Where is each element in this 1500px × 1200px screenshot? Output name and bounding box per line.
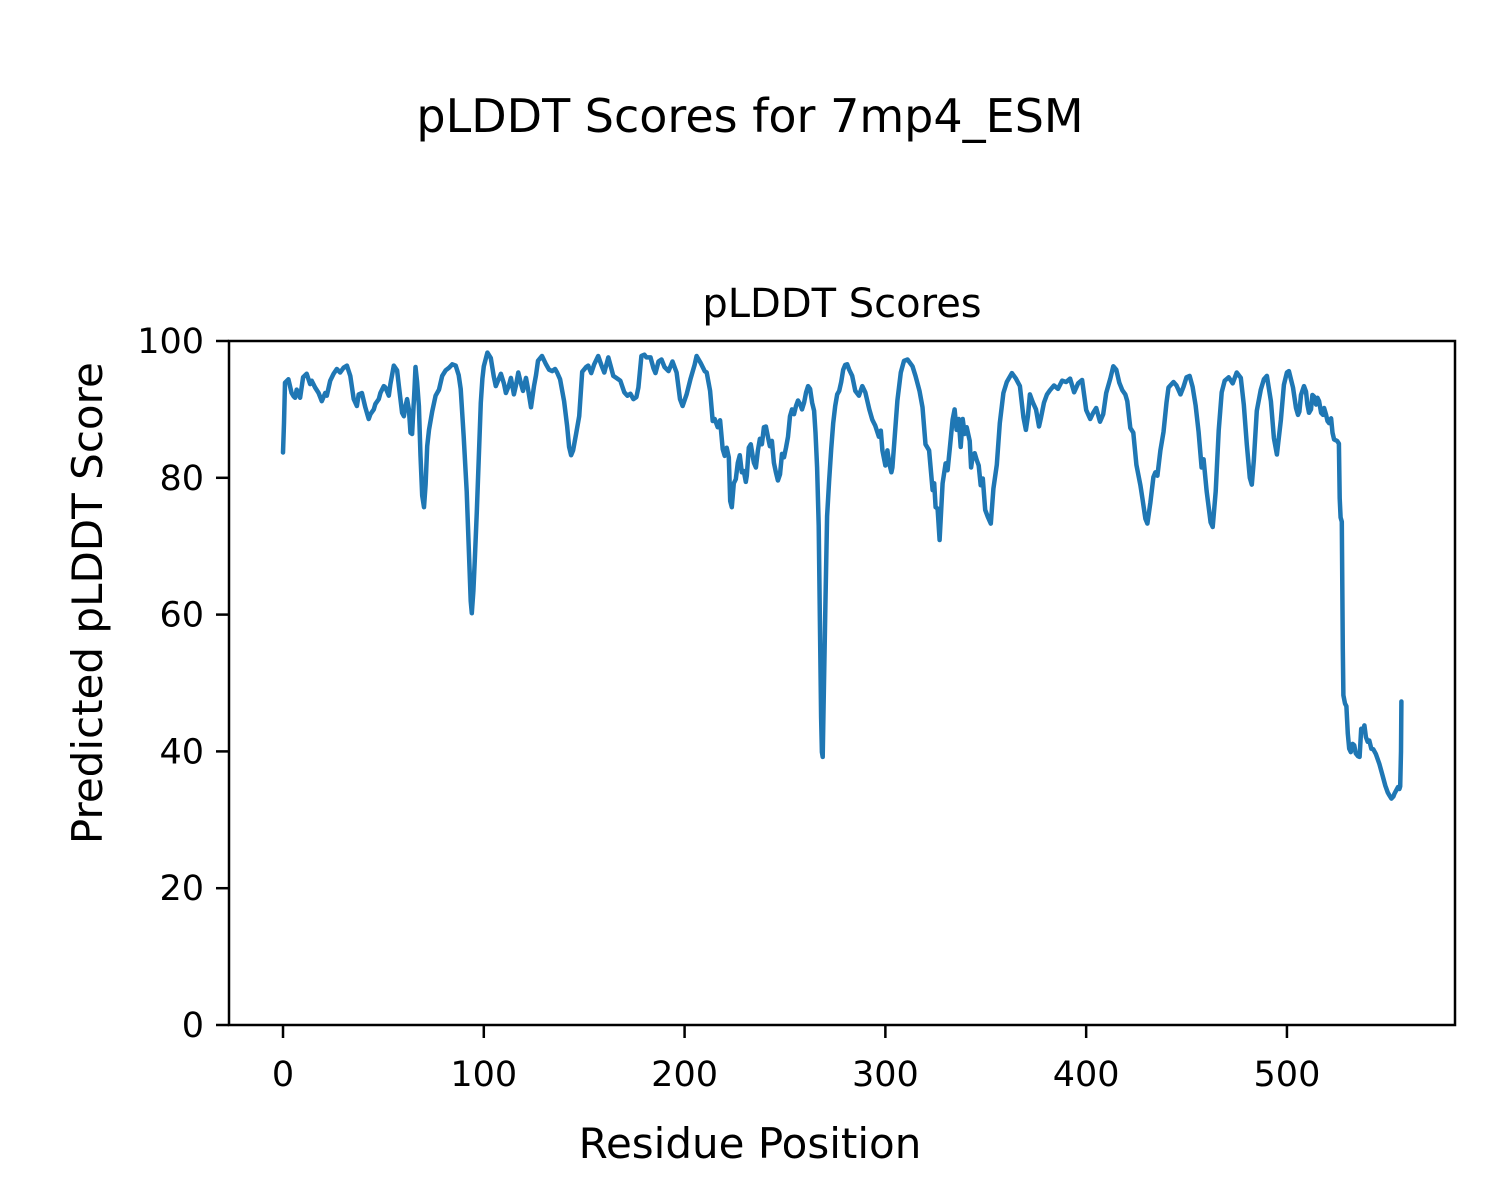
y-tick-label: 20	[159, 869, 204, 909]
figure-title: pLDDT Scores for 7mp4_ESM	[416, 89, 1084, 143]
y-tick-label: 0	[182, 1006, 204, 1046]
x-tick-label: 100	[450, 1055, 517, 1095]
y-axis-label-text: Predicted pLDDT Score	[62, 362, 112, 844]
x-tick-label: 300	[852, 1055, 919, 1095]
y-tick-label: 40	[159, 732, 204, 772]
x-tick-label: 200	[651, 1055, 718, 1095]
y-tick-label: 80	[159, 459, 204, 499]
y-tick-label: 100	[137, 322, 204, 362]
x-tick-label: 500	[1254, 1055, 1321, 1095]
plddt-line	[280, 350, 1404, 801]
x-tick-label: 0	[272, 1055, 294, 1095]
y-tick-label: 60	[159, 596, 204, 636]
x-axis-label: Residue Position	[578, 1119, 922, 1168]
axes-spines	[227, 339, 1457, 1027]
axes-title: pLDDT Scores	[702, 281, 982, 327]
x-tick-label: 400	[1053, 1055, 1120, 1095]
